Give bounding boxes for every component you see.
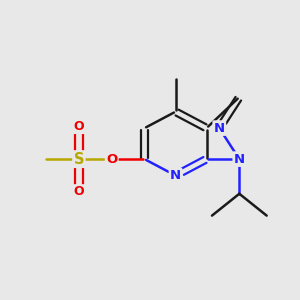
Text: N: N [214, 122, 225, 135]
Text: S: S [74, 152, 84, 166]
Text: O: O [74, 185, 84, 198]
Text: O: O [74, 120, 84, 133]
Text: O: O [106, 153, 117, 166]
Text: N: N [170, 169, 181, 182]
Text: N: N [234, 153, 245, 166]
